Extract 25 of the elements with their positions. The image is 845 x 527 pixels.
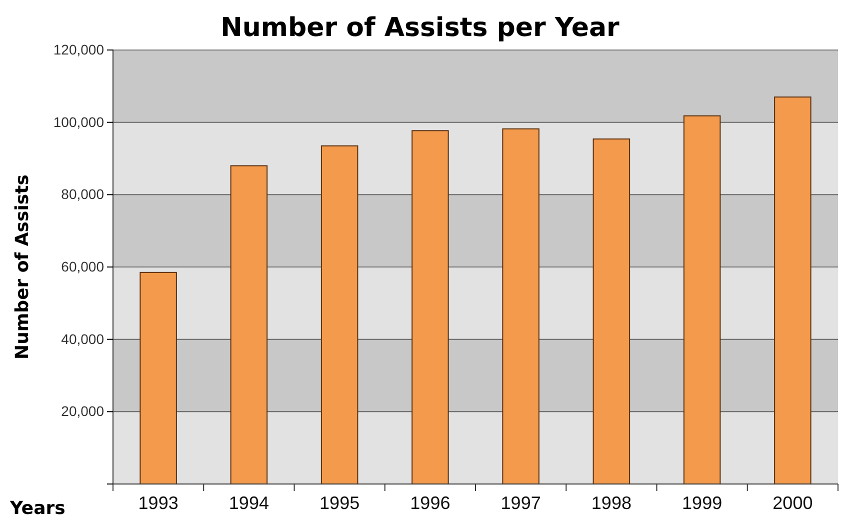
- x-tick-label: 1994: [228, 492, 269, 513]
- bar: [412, 130, 449, 484]
- x-tick-label: 2000: [772, 492, 813, 513]
- bar: [140, 272, 177, 484]
- bar: [592, 138, 630, 484]
- x-tick-label: 1999: [682, 492, 722, 513]
- y-tick-label: 100,000: [53, 114, 104, 130]
- y-tick-label: 40,000: [61, 330, 104, 347]
- x-axis-title: Years: [9, 498, 66, 519]
- y-tick-label: 120,000: [53, 41, 104, 58]
- bar: [320, 145, 358, 484]
- bar: [502, 128, 540, 484]
- x-tick-label: 1997: [500, 492, 541, 513]
- x-tick-label: 1995: [320, 492, 360, 513]
- y-tick-label: 80,000: [61, 186, 104, 202]
- bar: [230, 165, 268, 484]
- x-tick-label: 1996: [410, 492, 450, 513]
- y-tick-label: 20,000: [61, 403, 104, 420]
- x-tick-label: 1993: [138, 492, 178, 513]
- chart-title: Number of Assists per Year: [220, 13, 620, 43]
- y-tick-label: 60,000: [61, 258, 104, 274]
- y-axis-title: Number of Assists: [12, 174, 33, 360]
- bar: [683, 115, 721, 484]
- bar: [774, 96, 812, 484]
- x-tick-label: 1998: [591, 492, 632, 513]
